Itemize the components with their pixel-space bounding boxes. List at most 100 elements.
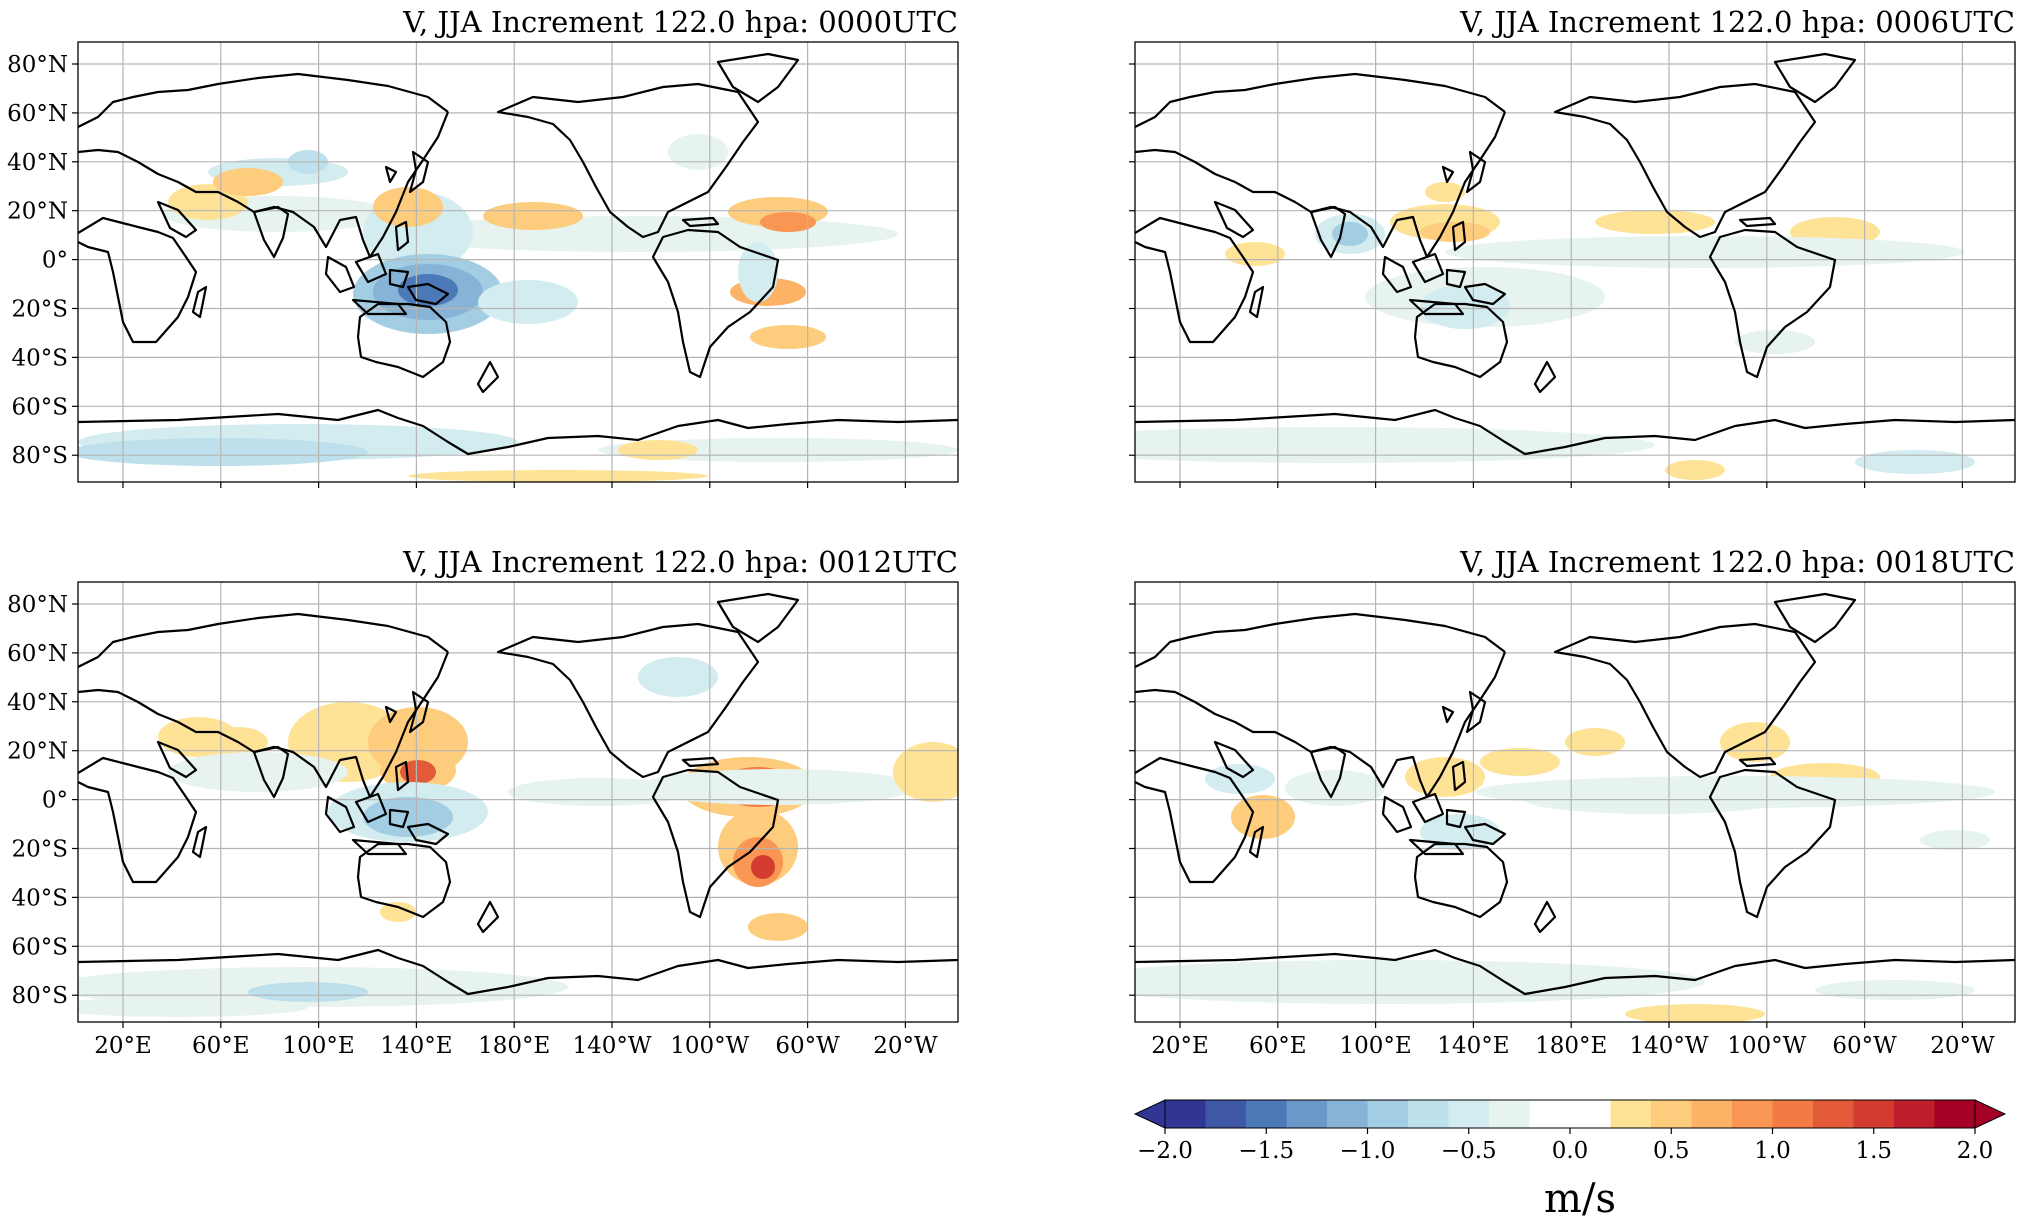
- anomaly-contour: [751, 855, 775, 879]
- anomaly-contour: [213, 168, 283, 196]
- colorbar-swatch: [1651, 1100, 1692, 1128]
- panel-title: V, JJA Increment 122.0 hpa: 0000UTC: [402, 5, 958, 39]
- anomaly-contour: [398, 274, 458, 306]
- colorbar-swatch: [1570, 1100, 1611, 1128]
- anomaly-contour: [1405, 757, 1485, 797]
- anomaly-contour: [618, 440, 698, 460]
- anomaly-contour: [400, 760, 436, 784]
- anomaly-contour: [1735, 330, 1815, 354]
- colorbar-tick-label: 1.5: [1855, 1138, 1892, 1164]
- anomaly-contour: [78, 438, 368, 466]
- anomaly-contour: [1595, 210, 1715, 234]
- colorbar-swatch: [1529, 1100, 1571, 1128]
- lon-tick-label: 100°E: [282, 1033, 354, 1059]
- anomaly-contour: [1920, 830, 1990, 850]
- anomaly-contour: [738, 242, 778, 302]
- gridlines: [1135, 582, 2015, 1022]
- colorbar: −2.0 −1.5 −1.0 −0.5 0.0 0.5 1.0 1.5 2.0 m/s: [1133, 1099, 2007, 1222]
- map-frame: [77, 581, 959, 1023]
- lat-tick-label: 80°S: [11, 983, 68, 1009]
- lat-tick-label: 40°S: [11, 345, 68, 371]
- anomaly-contour: [380, 902, 416, 922]
- colorbar-swatch: [1853, 1100, 1895, 1128]
- lat-tick-label: 40°N: [7, 690, 68, 716]
- anomaly-contour: [373, 187, 443, 227]
- panel-title: V, JJA Increment 122.0 hpa: 0012UTC: [402, 545, 958, 579]
- anomaly-contour: [1205, 764, 1275, 794]
- anomaly-contour: [750, 325, 826, 349]
- colorbar-swatch: [1286, 1100, 1328, 1128]
- lon-tick-label: 60°W: [775, 1033, 840, 1059]
- lon-tick-label: 60°W: [1832, 1033, 1897, 1059]
- anomaly-contour: [478, 280, 578, 324]
- anomaly-contour: [760, 212, 816, 232]
- anomaly-contour: [1565, 728, 1625, 756]
- anomaly-contour: [408, 470, 708, 482]
- colorbar-swatch: [1367, 1100, 1409, 1128]
- lat-tick-label: 60°N: [7, 641, 68, 667]
- lat-tick-label: 60°N: [7, 101, 68, 127]
- lat-tick-label: 40°N: [7, 150, 68, 176]
- lon-tick-label: 60°E: [1249, 1033, 1307, 1059]
- colorbar-tick-label: 0.5: [1653, 1138, 1690, 1164]
- anomaly-contour: [748, 913, 808, 941]
- gridlines: [78, 42, 958, 482]
- lon-tick-label: 100°W: [1727, 1033, 1806, 1059]
- anomaly-contour: [1855, 450, 1975, 474]
- lat-tick-label: 80°N: [7, 52, 68, 78]
- lat-tick-label: 20°N: [7, 199, 68, 225]
- lat-tick-label: 20°S: [11, 837, 68, 863]
- anomaly-contour: [668, 134, 728, 170]
- colorbar-swatch: [1772, 1100, 1814, 1128]
- colorbar-tick-label: 1.0: [1754, 1138, 1791, 1164]
- lat-tick-label: 60°S: [11, 394, 68, 420]
- colorbar-swatch: [1448, 1100, 1490, 1128]
- lat-tick-label: 0°: [42, 248, 68, 274]
- lon-tick-label: 100°E: [1339, 1033, 1411, 1059]
- colorbar-swatch: [1205, 1100, 1247, 1128]
- anomaly-contour: [1135, 427, 1655, 463]
- colorbar-swatch: [1894, 1100, 1935, 1128]
- colorbar-swatch: [1732, 1100, 1773, 1128]
- lat-tick-label: 80°N: [7, 592, 68, 618]
- lon-tick-label: 100°W: [670, 1033, 749, 1059]
- anomaly-contour: [1480, 748, 1560, 776]
- map-panel: V, JJA Increment 122.0 hpa: 0006UTC: [1129, 5, 2016, 488]
- anomaly-contour: [1425, 182, 1465, 202]
- anomaly-contour: [1815, 980, 1975, 1000]
- anomaly-contour: [1420, 222, 1490, 242]
- panel-title: V, JJA Increment 122.0 hpa: 0018UTC: [1459, 545, 2015, 579]
- lon-tick-label: 20°E: [1151, 1033, 1209, 1059]
- lat-tick-label: 20°N: [7, 739, 68, 765]
- anomaly-contour: [483, 202, 583, 230]
- colorbar-extend-min: [1133, 1099, 1166, 1129]
- lon-tick-label: 20°W: [1930, 1033, 1995, 1059]
- lon-tick-label: 20°E: [94, 1033, 152, 1059]
- lon-tick-label: 180°E: [1535, 1033, 1607, 1059]
- colorbar-tick-label: −1.0: [1340, 1138, 1396, 1164]
- anomaly-contour: [1720, 722, 1790, 762]
- map-panel: V, JJA Increment 122.0 hpa: 0000UTC 80°N 6…: [7, 5, 959, 488]
- colorbar-swatch: [1691, 1100, 1733, 1128]
- lon-tick-label: 140°E: [380, 1033, 452, 1059]
- lon-tick-label: 60°E: [192, 1033, 250, 1059]
- colorbar-tick-label: −2.0: [1137, 1138, 1193, 1164]
- colorbar-swatch: [1813, 1100, 1854, 1128]
- colorbar-swatch: [1610, 1100, 1652, 1128]
- anomaly-contour: [638, 769, 918, 805]
- lat-tick-label: 0°: [42, 788, 68, 814]
- lat-tick-label: 20°S: [11, 297, 68, 323]
- anomaly-contour: [363, 797, 453, 837]
- colorbar-tick-label: 0.0: [1552, 1138, 1589, 1164]
- map-panel: V, JJA Increment 122.0 hpa: 0012UTC 80°N 6…: [7, 545, 959, 1059]
- anomaly-contour: [78, 997, 308, 1017]
- colorbar-swatch: [1489, 1100, 1530, 1128]
- anomaly-contour: [1135, 960, 1705, 1004]
- lon-tick-label: 20°W: [873, 1033, 938, 1059]
- anomaly-contour: [1445, 236, 1965, 268]
- colorbar-unit-label: m/s: [1544, 1176, 1616, 1222]
- colorbar-tick-label: −1.5: [1238, 1138, 1294, 1164]
- colorbar-swatch: [1408, 1100, 1449, 1128]
- lon-tick-label: 140°W: [1629, 1033, 1708, 1059]
